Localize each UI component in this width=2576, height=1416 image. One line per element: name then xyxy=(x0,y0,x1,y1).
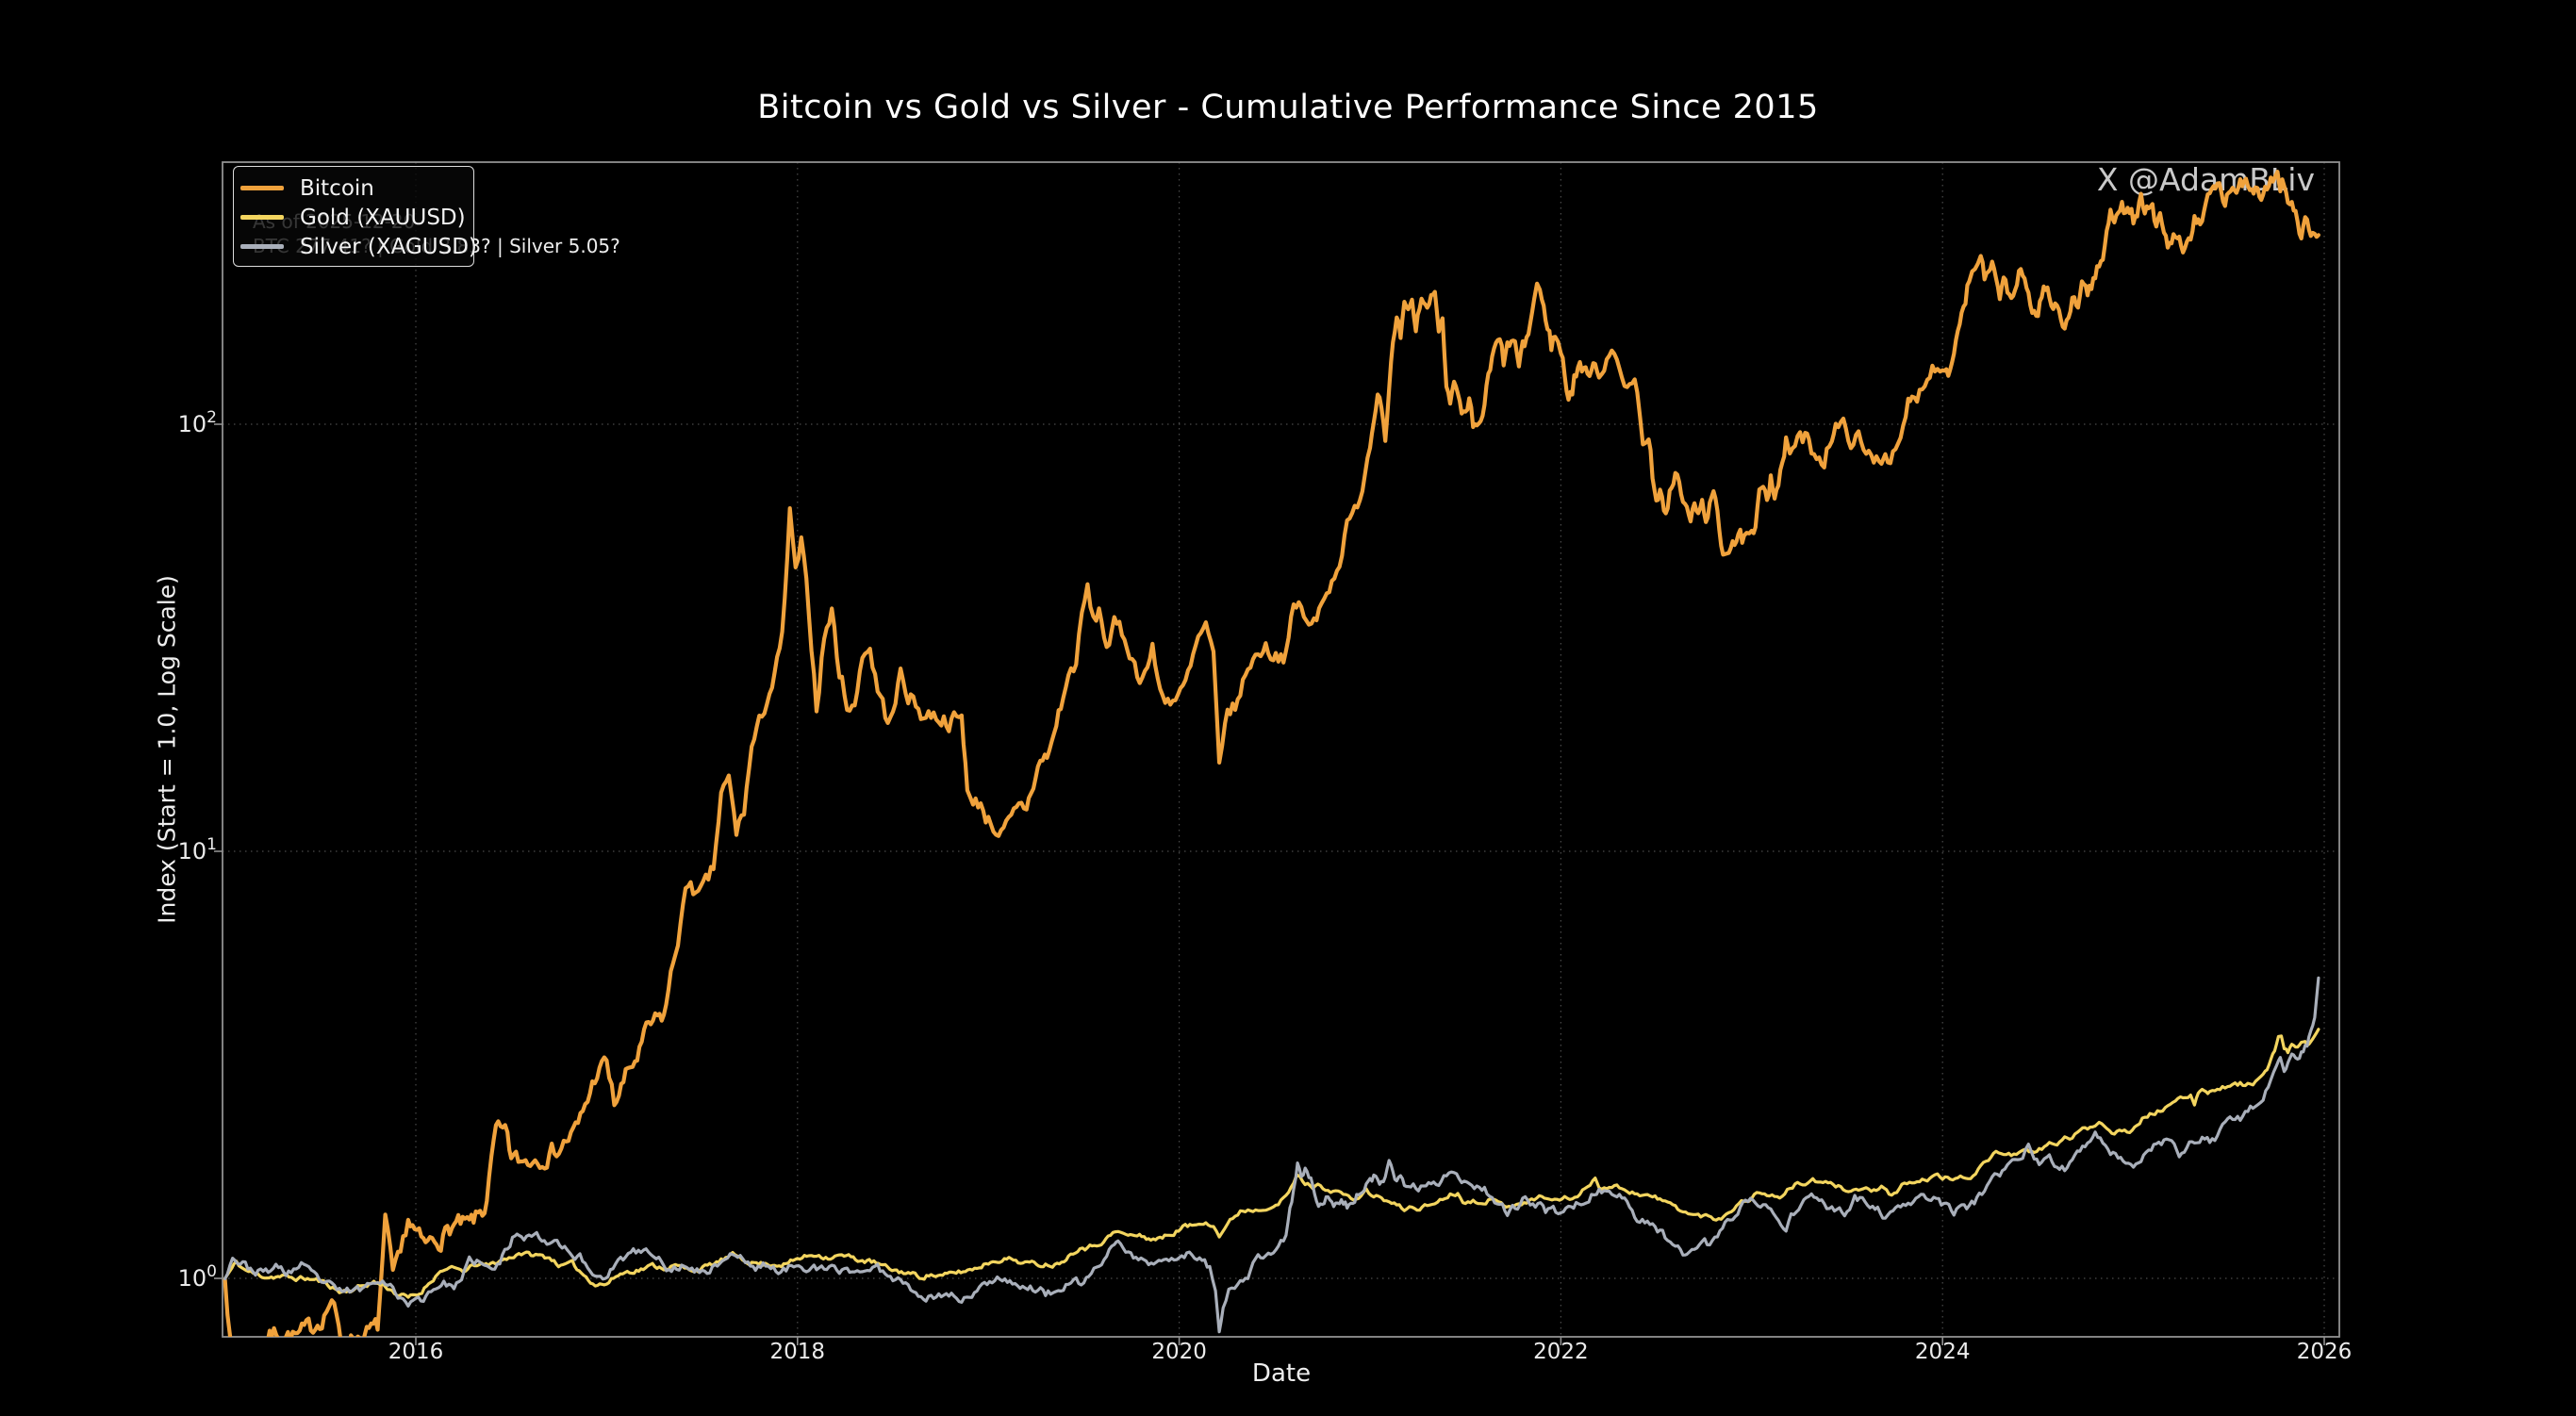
plot-border xyxy=(222,161,2340,1338)
x-tick-label: 2024 xyxy=(1915,1340,1971,1364)
x-tick-label: 2016 xyxy=(388,1340,444,1364)
legend[interactable]: Bitcoin Gold (XAUUSD) Silver (XAGUSD) xyxy=(233,166,477,267)
legend-label-bitcoin: Bitcoin xyxy=(300,175,374,201)
y-tick-label: 101 xyxy=(178,835,217,864)
legend-item-silver[interactable]: Silver (XAGUSD) xyxy=(240,232,477,261)
gridlines xyxy=(223,162,2339,1337)
x-tick-label: 2022 xyxy=(1533,1340,1589,1364)
y-tick-label: 100 xyxy=(178,1262,217,1292)
x-tick-label: 2020 xyxy=(1151,1340,1207,1364)
legend-item-bitcoin[interactable]: Bitcoin xyxy=(240,173,473,203)
gold-line-swatch xyxy=(240,215,284,220)
y-axis-label: Index (Start = 1.0, Log Scale) xyxy=(153,575,181,924)
legend-label-gold: Gold (XAUUSD) xyxy=(300,205,466,230)
bitcoin-line-swatch xyxy=(240,186,284,190)
legend-item-gold[interactable]: Gold (XAUUSD) xyxy=(240,203,473,232)
x-tick-label: 2018 xyxy=(770,1340,826,1364)
tick-marks xyxy=(214,423,2325,1345)
line-bitcoin xyxy=(223,170,2320,1337)
chart-title: Bitcoin vs Gold vs Silver - Cumulative P… xyxy=(757,89,1819,126)
y-tick-label: 102 xyxy=(178,408,217,437)
x-tick-label: 2026 xyxy=(2297,1340,2353,1364)
silver-line-swatch xyxy=(240,244,284,249)
line-silver-xagusd xyxy=(223,976,2320,1334)
x-axis-label: Date xyxy=(1251,1359,1312,1388)
series-lines xyxy=(223,170,2320,1337)
line-gold-xauusd xyxy=(223,1028,2320,1299)
legend-label-silver: Silver (XAGUSD) xyxy=(300,234,477,259)
